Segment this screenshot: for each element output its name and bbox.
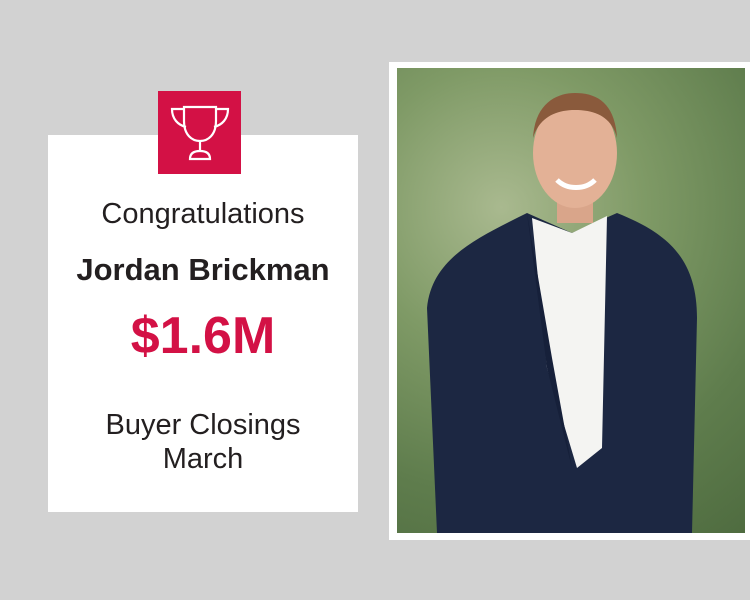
announcement-card [48,135,358,512]
trophy-badge [158,91,241,174]
portrait-illustration [427,93,697,533]
category-text: Buyer Closings March [48,408,358,476]
honoree-name: Jordan Brickman [76,252,330,287]
trophy-icon [170,105,229,160]
amount-text: $1.6M [130,307,276,365]
portrait-photo [397,68,745,533]
category-label: Buyer Closings [105,409,301,441]
month-label: March [162,443,244,475]
greeting-text: Congratulations [101,198,305,230]
